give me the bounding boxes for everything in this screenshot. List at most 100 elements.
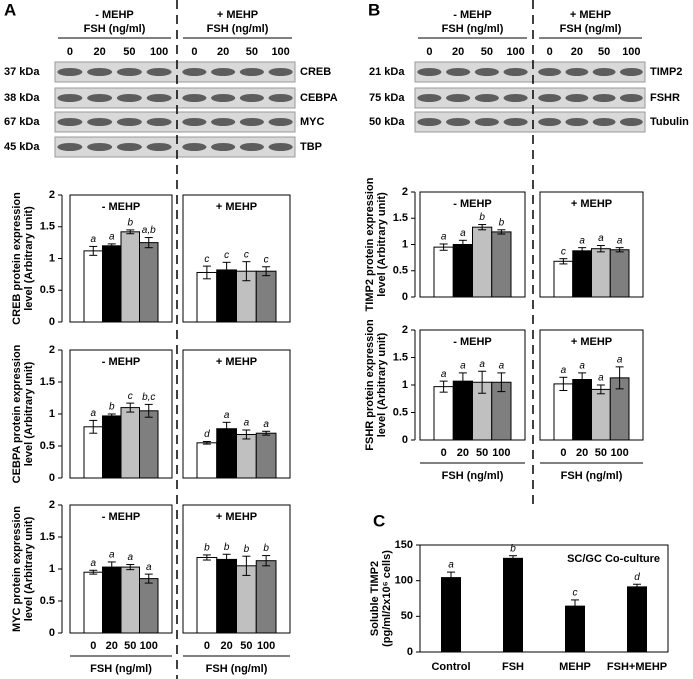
y-axis-label: level (Arbitrary unit) <box>376 192 388 297</box>
blot-strip <box>414 87 646 109</box>
bar <box>472 226 493 298</box>
blot-band <box>592 118 616 126</box>
blot-dose-label: 0 <box>191 46 197 58</box>
significance-letter: a <box>448 560 454 571</box>
blot-band <box>565 94 589 102</box>
bar <box>196 271 218 323</box>
blot-band <box>446 118 471 126</box>
blot-dose-label: 20 <box>571 46 583 58</box>
y-tick-label: 1.5 <box>393 212 408 224</box>
significance-letter: a <box>460 361 466 372</box>
blot-axis-label: FSH (ng/ml) <box>442 23 504 35</box>
blot-protein-label: CEBPA <box>300 92 338 104</box>
plot-frame <box>419 544 669 653</box>
bar <box>591 248 611 298</box>
blot-size-label: 21 kDa <box>369 66 405 78</box>
blot-band <box>87 143 113 151</box>
y-axis-label: TIMP2 protein expression <box>364 177 376 311</box>
significance-letter: c <box>573 588 578 599</box>
x-tick-label: 0 <box>560 447 566 459</box>
blot-strip <box>414 111 646 133</box>
blot-band <box>87 68 113 76</box>
x-tick-label: 20 <box>457 447 469 459</box>
y-tick-label: 0.5 <box>393 265 408 277</box>
blot-dose-label: 20 <box>452 46 464 58</box>
significance-letter: a <box>90 234 96 245</box>
blot-band <box>57 118 83 126</box>
bar <box>139 242 159 323</box>
bar <box>102 415 122 479</box>
significance-letter: b <box>244 544 250 555</box>
bar <box>452 244 473 298</box>
y-tick-label: 0.5 <box>393 406 408 418</box>
blot-band <box>619 118 643 126</box>
significance-letter: b <box>499 217 505 228</box>
blot-strip <box>54 136 296 158</box>
blot-band <box>146 94 172 102</box>
x-tick-label: 20 <box>221 640 233 652</box>
significance-letter: a <box>579 361 585 372</box>
significance-letter: a <box>244 418 250 429</box>
y-tick-label: 1.5 <box>40 221 55 233</box>
bar <box>503 557 523 652</box>
y-tick-label: 0 <box>49 316 55 328</box>
bar <box>255 432 277 479</box>
x-tick-label: MEHP <box>559 661 591 673</box>
y-tick-label: 0 <box>49 627 55 639</box>
blot-band <box>57 143 83 151</box>
significance-letter: a <box>561 365 567 376</box>
y-tick-label: 1 <box>402 379 408 391</box>
y-tick-label: 50 <box>401 610 413 622</box>
bar <box>102 245 122 323</box>
blot-dose-label: 0 <box>426 46 432 58</box>
blot-band <box>211 68 236 76</box>
group-label: - MEHP <box>102 201 141 213</box>
y-tick-label: 0.5 <box>40 440 55 452</box>
bar <box>441 577 461 652</box>
bar <box>255 560 277 634</box>
blot-strip <box>54 111 296 133</box>
y-tick-label: 1.5 <box>40 531 55 543</box>
blot-protein-label: Tubulin <box>650 116 689 128</box>
y-axis-label: MYC protein expression <box>11 506 23 632</box>
significance-letter: a <box>598 373 604 384</box>
bar <box>83 250 103 323</box>
y-axis-label: FSHR protein expression <box>364 319 376 451</box>
blot-band <box>619 94 643 102</box>
blot-dose-label: 20 <box>217 46 229 58</box>
x-tick-label: 50 <box>476 447 488 459</box>
bar <box>433 386 454 441</box>
group-label: + MEHP <box>216 511 257 523</box>
blot-band <box>87 118 113 126</box>
blot-protein-label: MYC <box>300 116 325 128</box>
significance-letter: a <box>460 228 466 239</box>
bar <box>120 407 140 479</box>
significance-letter: a <box>479 359 485 370</box>
significance-letter: b <box>109 402 115 413</box>
blot-band <box>268 68 293 76</box>
y-tick-label: 2 <box>49 189 55 201</box>
significance-letter: a <box>441 369 447 380</box>
blot-band <box>116 94 142 102</box>
significance-letter: c <box>128 391 133 402</box>
blot-protein-label: FSHR <box>650 92 680 104</box>
y-tick-label: 1 <box>402 238 408 250</box>
x-axis-label: FSH (ng/ml) <box>90 663 152 675</box>
significance-letter: a <box>90 408 96 419</box>
blot-strip <box>54 87 296 109</box>
y-axis-label: level (Arbitrary unit) <box>376 332 388 437</box>
bar <box>216 558 237 634</box>
significance-letter: a <box>499 361 505 372</box>
blot-size-label: 45 kDa <box>4 141 40 153</box>
y-tick-label: 0 <box>407 646 413 658</box>
blot-axis-label: FSH (ng/ml) <box>84 23 146 35</box>
y-tick-label: 100 <box>395 575 413 587</box>
blot-band <box>211 118 236 126</box>
panel-letter: C <box>373 511 385 530</box>
significance-letter: b <box>479 212 485 223</box>
blot-group-label: + MEHP <box>570 9 611 21</box>
blot-protein-label: CREB <box>300 66 331 78</box>
group-label: - MEHP <box>102 511 141 523</box>
blot-dose-label: 50 <box>246 46 258 58</box>
y-axis-label: (pg/ml/2x10⁶ cells) <box>381 550 393 647</box>
